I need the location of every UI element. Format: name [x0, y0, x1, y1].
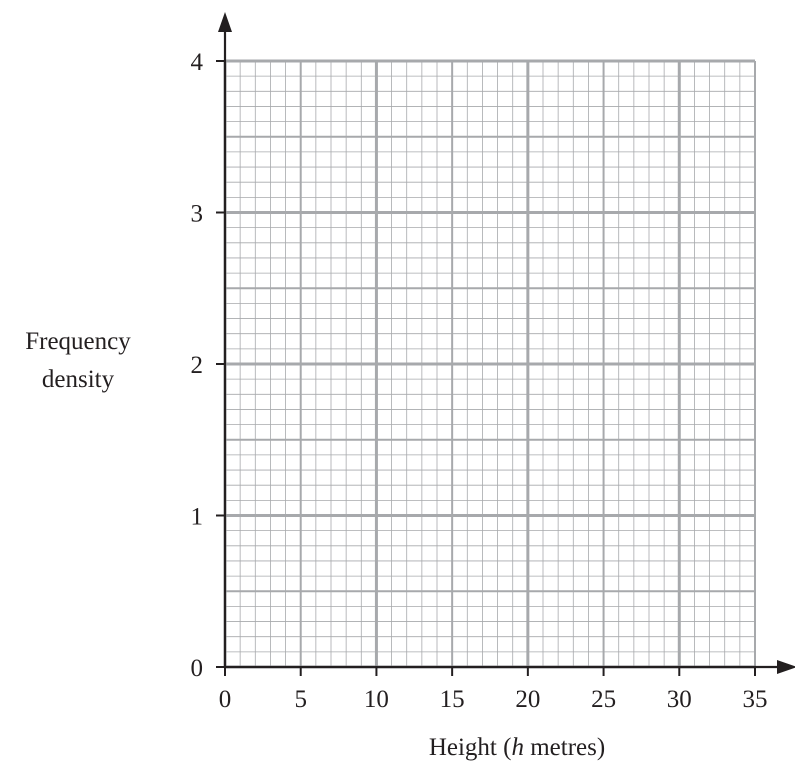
x-axis-title-variable: h — [511, 734, 524, 761]
y-axis-title-line-2: density — [42, 366, 115, 393]
axis-titles: Frequency density Height (h metres) — [25, 328, 605, 761]
x-tick-label: 5 — [294, 686, 307, 713]
x-tick-label: 20 — [515, 686, 540, 713]
y-axis-arrow-icon — [218, 12, 232, 32]
grid-lines — [223, 59, 756, 669]
x-tick-label: 15 — [440, 686, 465, 713]
x-tick-label: 25 — [591, 686, 616, 713]
y-tick-label: 3 — [191, 201, 204, 228]
x-axis-title-prefix: Height ( — [429, 734, 512, 761]
y-tick-label: 1 — [191, 504, 204, 531]
x-tick-label: 10 — [364, 686, 389, 713]
tick-labels: 0 5 10 15 20 25 30 35 0 1 2 3 4 — [191, 49, 768, 713]
y-axis-title-line-1: Frequency — [25, 328, 131, 355]
x-tick-label: 30 — [667, 686, 692, 713]
x-axis-title-suffix: metres) — [524, 734, 605, 761]
x-tick-label: 35 — [743, 686, 768, 713]
x-tick-label: 0 — [219, 686, 232, 713]
x-axis-arrow-icon — [777, 660, 795, 674]
y-tick-label: 2 — [191, 352, 204, 379]
x-axis-title: Height (h metres) — [429, 734, 605, 761]
axes — [216, 12, 795, 676]
y-tick-label: 0 — [191, 655, 204, 682]
y-tick-label: 4 — [191, 49, 204, 76]
